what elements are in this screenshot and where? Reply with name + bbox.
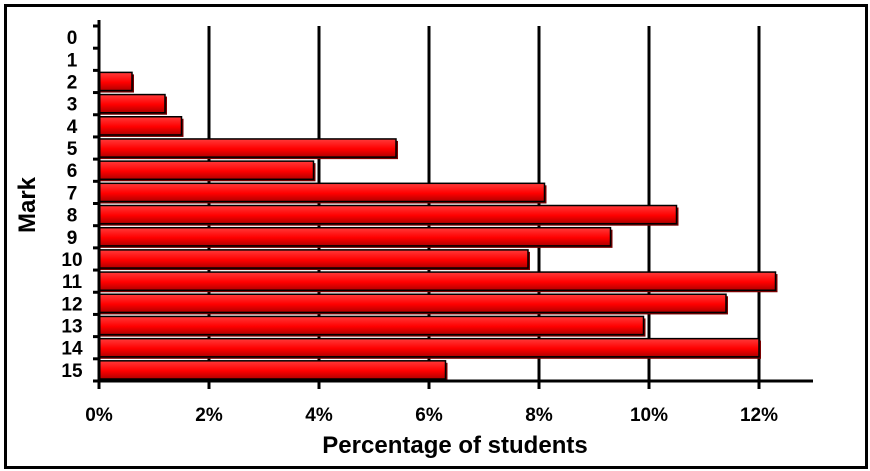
bar-fill [98, 271, 777, 291]
bar-13 [98, 315, 646, 337]
bar-6 [98, 160, 316, 182]
y-tick-label: 6 [67, 161, 78, 182]
bar-15 [98, 360, 448, 381]
x-tick-label: 4% [305, 405, 333, 426]
y-tick-label: 1 [67, 50, 78, 71]
y-tick-label: 9 [67, 228, 78, 249]
bar-fill [98, 138, 397, 158]
x-axis-title: Percentage of students [322, 432, 587, 459]
y-tick-label: 2 [67, 72, 78, 93]
y-tick-label: 15 [61, 361, 83, 382]
bars [98, 71, 778, 381]
x-tick-label: 2% [195, 405, 223, 426]
bar-12 [98, 293, 728, 315]
x-tick-label: 6% [415, 405, 443, 426]
bar-8 [98, 204, 679, 226]
bar-10 [98, 249, 530, 271]
y-tick-label: 8 [67, 206, 78, 227]
bar-fill [98, 293, 727, 314]
bar-5 [98, 138, 398, 160]
bar-fill [98, 226, 612, 247]
y-tick-label: 7 [67, 183, 78, 204]
y-tick-label: 10 [61, 250, 82, 271]
bar-fill [98, 93, 166, 114]
bar-7 [98, 182, 547, 204]
bar-fill [98, 160, 315, 181]
y-tick-label: 14 [61, 339, 83, 360]
y-tick-label: 4 [67, 117, 78, 138]
bar-fill [98, 116, 183, 136]
bar-fill [98, 204, 678, 225]
x-tick-label: 8% [525, 405, 553, 426]
bar-3 [98, 93, 167, 115]
bar-fill [98, 315, 645, 336]
y-tick-label: 12 [61, 294, 82, 315]
bar-9 [98, 226, 613, 248]
y-tick-label: 13 [61, 317, 82, 338]
bar-fill [98, 182, 546, 203]
bar-2 [98, 71, 134, 93]
bar-fill [98, 249, 529, 269]
bar-fill [98, 360, 447, 380]
axes [93, 20, 813, 389]
bar-11 [98, 271, 778, 293]
y-tick-label: 11 [62, 272, 83, 293]
bar-4 [98, 116, 184, 137]
bar-14 [98, 337, 761, 359]
x-tick-label: 10% [630, 405, 668, 426]
y-tick-label: 0 [67, 28, 78, 49]
bar-fill [98, 337, 760, 358]
y-tick-label: 5 [67, 139, 78, 160]
x-tick-label: 0% [85, 405, 113, 426]
y-axis-title: Mark [14, 176, 41, 233]
bar-fill [98, 71, 133, 92]
x-tick-label: 12% [740, 405, 778, 426]
y-tick-label: 3 [67, 95, 78, 116]
